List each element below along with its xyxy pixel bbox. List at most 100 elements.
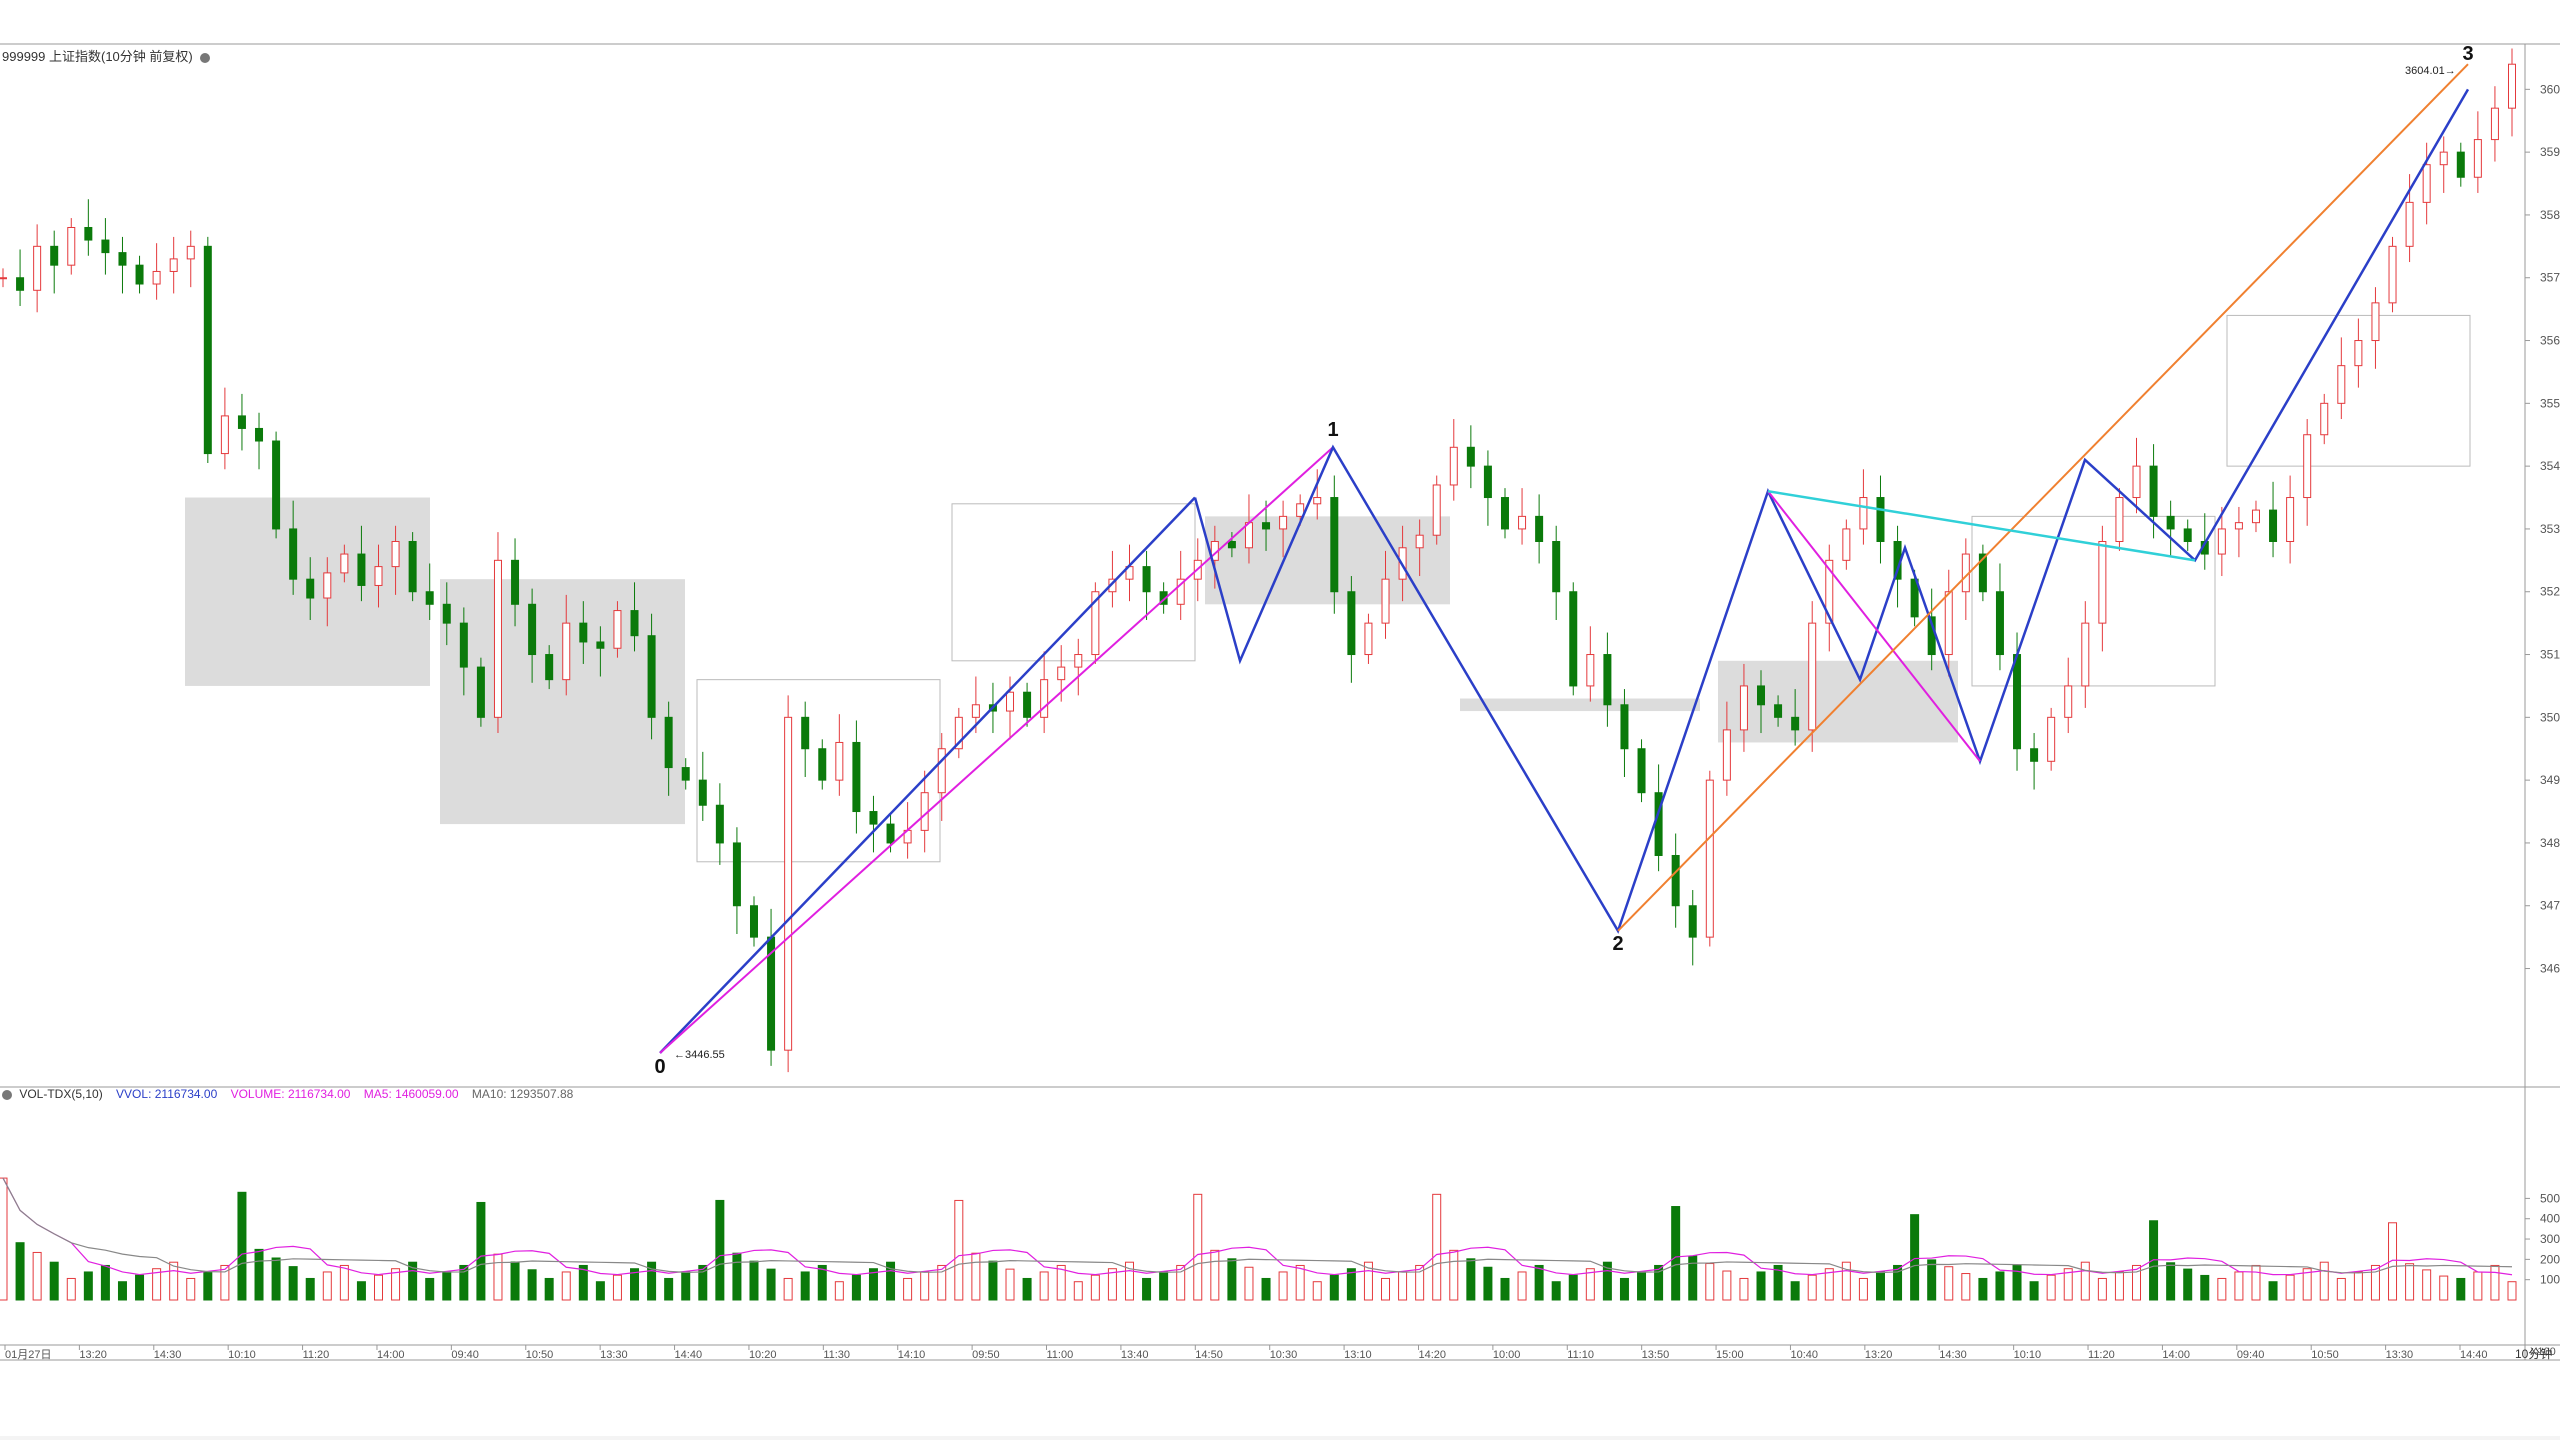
ma10-value: MA10: 1293507.88 [471, 1087, 574, 1101]
volume-bar [356, 1281, 366, 1301]
volume-bar [2200, 1274, 2210, 1301]
candle-body [2047, 716, 2056, 762]
volume-bar [1039, 1271, 1049, 1301]
volume-bar [2063, 1268, 2073, 1301]
price-tick-label: 3560 [2540, 334, 2560, 348]
volume-bar [322, 1271, 332, 1301]
volume-bar [1858, 1277, 1868, 1301]
candle-body [1449, 446, 1458, 486]
volume-bar [1415, 1264, 1425, 1301]
time-tick-label: 10:10 [2014, 1349, 2042, 1361]
volume-bar [886, 1261, 896, 1301]
volume-bar [373, 1274, 383, 1301]
volume-bar [391, 1268, 401, 1301]
candle-body [2081, 622, 2090, 687]
ma5-value: MA5: 1460059.00 [363, 1087, 459, 1101]
candle-body [2508, 63, 2516, 109]
price-tick-label: 3470 [2540, 899, 2560, 913]
time-tick-label: 09:40 [2237, 1349, 2265, 1361]
settings-icon[interactable] [200, 52, 211, 63]
volume-bar [1722, 1270, 1732, 1301]
candle-body [306, 578, 315, 599]
price-tick-label: 3520 [2540, 585, 2560, 599]
candle-body [664, 716, 673, 769]
ma10-line [2, 1177, 2513, 1274]
volume-bar [2046, 1274, 2056, 1301]
volume-bar [2473, 1271, 2483, 1301]
candle-body [33, 245, 42, 291]
volume-bar [937, 1264, 947, 1301]
candle-body [476, 666, 485, 718]
volume-bar [2217, 1277, 2227, 1301]
magenta-line [659, 446, 1334, 1054]
zigzag-line [659, 496, 1196, 1054]
volume-bar [1995, 1271, 2005, 1301]
volume-bar [476, 1201, 486, 1301]
candle-body [135, 264, 144, 285]
candle-body [1620, 704, 1629, 750]
price-tick-label: 3510 [2540, 648, 2560, 662]
vvol-value: VVOL: 2116734.00 [116, 1087, 218, 1101]
candle-body [1569, 591, 1578, 687]
chart-title: 999999 上证指数(10分钟 前复权) [2, 46, 214, 65]
candle-body [1279, 515, 1288, 530]
candle-body [2013, 654, 2022, 750]
volume-bar [1875, 1271, 1885, 1301]
candle-body [1176, 578, 1185, 605]
volume-tick-label: 30000 [2540, 1232, 2560, 1246]
consolidation-box [1971, 515, 2216, 687]
candle-body [118, 252, 127, 266]
candle-body [1910, 578, 1919, 618]
candle-body [374, 566, 383, 586]
volume-bar [2132, 1264, 2142, 1301]
volume-bar [442, 1271, 452, 1301]
time-tick-label: 14:50 [1195, 1349, 1223, 1361]
volume-bar [2234, 1271, 2244, 1301]
candle-body [2405, 201, 2414, 247]
volume-bar [459, 1264, 469, 1301]
candle-body [2422, 164, 2431, 203]
time-tick-label: 01月27日 [5, 1349, 51, 1361]
volume-bar [1227, 1258, 1237, 1301]
volume-bar [851, 1274, 861, 1301]
candle-body [1739, 685, 1748, 731]
candle-body [1074, 654, 1083, 668]
candle-body [1415, 534, 1424, 549]
volume-bar [1346, 1268, 1356, 1301]
volume-bar [271, 1257, 281, 1301]
time-tick-label: 13:30 [600, 1349, 628, 1361]
scale-label: X100 [2530, 1346, 2556, 1358]
volume-bar [800, 1271, 810, 1301]
volume-bar [2319, 1261, 2329, 1301]
volume-bar [1107, 1268, 1117, 1301]
price-tick-label: 3550 [2540, 396, 2560, 410]
candle-body [50, 245, 59, 266]
volume-settings-icon[interactable] [2, 1089, 12, 1100]
volume-bar [83, 1271, 93, 1301]
candle-body [698, 779, 707, 806]
volume-bar [1159, 1271, 1169, 1301]
volume-bar [1705, 1263, 1715, 1301]
time-tick-label: 14:00 [2162, 1349, 2190, 1361]
price-tick-label: 3490 [2540, 773, 2560, 787]
candle-body [1057, 666, 1066, 681]
volume-bar [2439, 1275, 2449, 1301]
volume-bar [1022, 1277, 1032, 1301]
volume-bar [1739, 1277, 1749, 1301]
candle-body [1791, 716, 1800, 731]
candle-body [1876, 497, 1885, 542]
volume-bar [1807, 1274, 1817, 1301]
candle-body [1535, 515, 1544, 542]
candle-body [255, 427, 264, 442]
time-tick-label: 14:30 [154, 1349, 182, 1361]
time-tick-label: 14:30 [1939, 1349, 1967, 1361]
time-tick-label: 14:40 [2460, 1349, 2488, 1361]
volume-bar [425, 1277, 435, 1301]
volume-bar [595, 1281, 605, 1301]
volume-bar [1517, 1271, 1527, 1301]
candle-body [408, 540, 417, 593]
candle-body [1722, 729, 1731, 781]
volume-bar [1363, 1261, 1373, 1301]
volume-bar [1756, 1271, 1766, 1301]
